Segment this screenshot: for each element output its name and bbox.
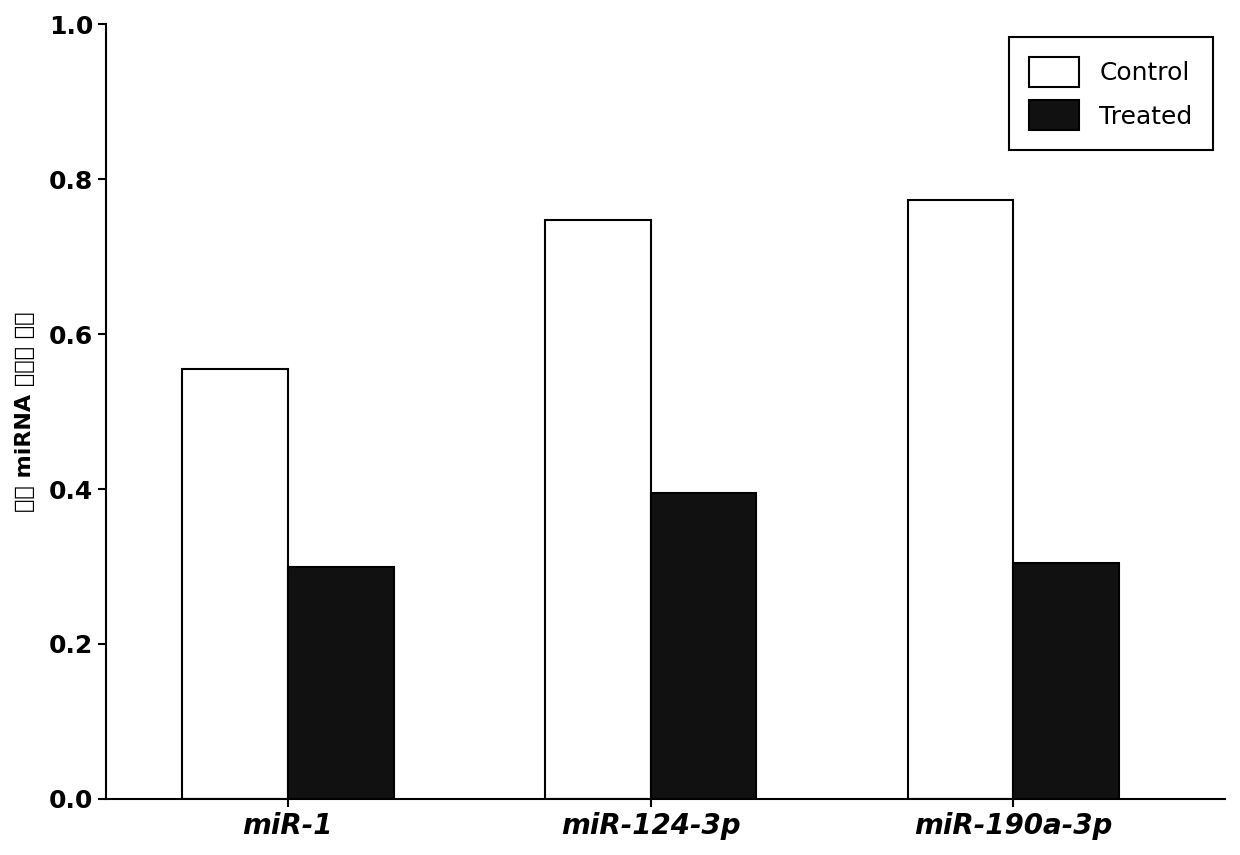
Bar xyxy=(651,493,756,799)
Y-axis label: 睡丸 miRNA 表达中 位数: 睡丸 miRNA 表达中 位数 xyxy=(15,311,35,512)
Legend: Control, Treated: Control, Treated xyxy=(1009,37,1213,150)
Bar xyxy=(1013,563,1120,799)
Bar xyxy=(908,200,1013,799)
Bar xyxy=(544,220,651,799)
Bar xyxy=(288,567,393,799)
Bar xyxy=(182,369,288,799)
